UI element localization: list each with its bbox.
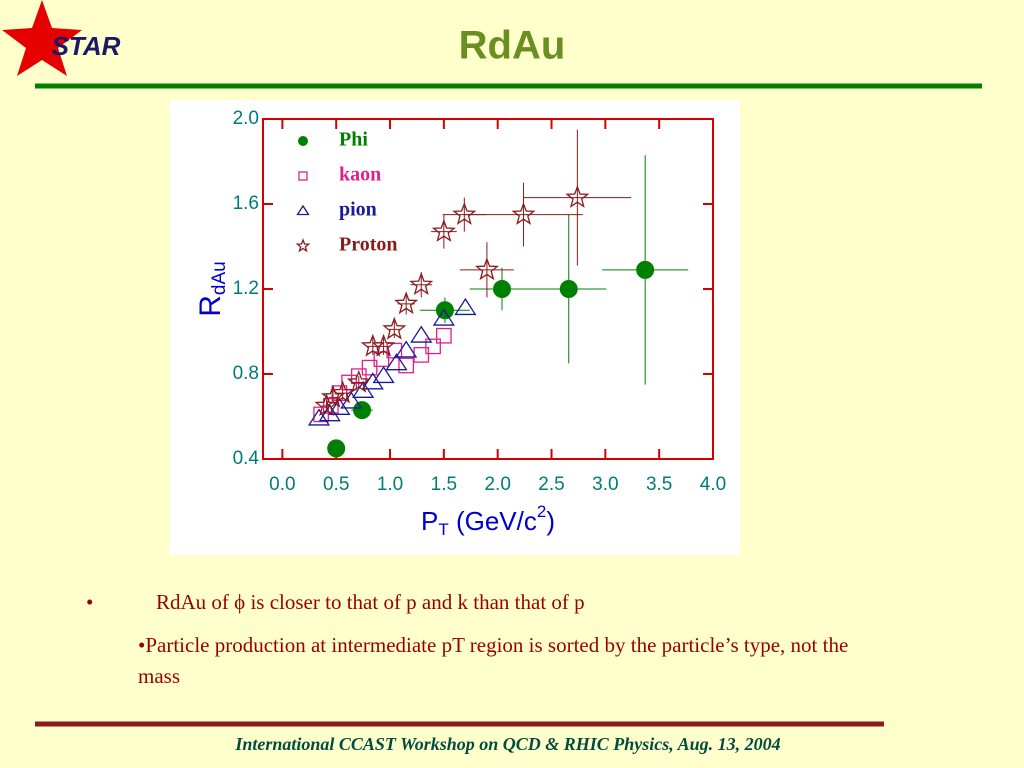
bullet-text: RdAu of ϕ is closer to that of p and k t…	[156, 590, 585, 614]
y-axis-label-main: R	[194, 295, 227, 317]
x-axis-label-part: )	[546, 506, 555, 536]
y-tick-label: 2.0	[233, 108, 259, 129]
x-tick-label: 2.5	[538, 474, 564, 495]
legend-symbol	[298, 136, 308, 146]
legend-label: Proton	[339, 234, 398, 256]
pion-point	[432, 308, 455, 326]
phi-point	[636, 260, 655, 279]
kaon-point	[398, 357, 415, 374]
legend-label: Phi	[339, 129, 368, 151]
chart: 0.4 0.8 1.2 1.6 2.0 0.0 0.5 1.0 1.5 2.0 2.5 3.0 3.5 4…	[194, 108, 726, 539]
phi-point	[353, 401, 372, 420]
y-tick-label: 1.2	[233, 278, 259, 299]
proton-point	[382, 316, 407, 340]
slide-title: RdAu	[459, 24, 566, 68]
y-axis-label-sub: dAu	[209, 261, 230, 295]
pion-point	[385, 353, 408, 371]
x-axis-label-part: P	[421, 506, 438, 536]
pion-point	[454, 297, 477, 316]
legend-symbol	[296, 204, 310, 216]
phi-point	[559, 280, 578, 298]
x-axis-label: PT (GeV/c2)	[421, 502, 555, 539]
proton-point	[431, 218, 456, 242]
proton-point	[346, 369, 371, 393]
logo-star	[2, 0, 82, 76]
kaon-point	[361, 359, 378, 376]
pion-point	[410, 325, 433, 343]
kaon-point	[436, 327, 452, 344]
pion-point	[372, 365, 395, 384]
x-tick-label: 1.0	[377, 474, 403, 495]
x-tick-label: 0.5	[323, 474, 349, 495]
legend-label: pion	[339, 199, 377, 221]
y-tick-label: 1.6	[233, 193, 259, 214]
proton-point	[452, 201, 477, 225]
proton-point	[394, 291, 419, 315]
legend-label: kaon	[339, 164, 381, 186]
proton-point	[320, 384, 345, 408]
pion-point	[352, 380, 375, 398]
proton-point	[330, 380, 355, 404]
y-tick-label: 0.8	[233, 363, 259, 384]
y-tick-label: 0.4	[233, 448, 260, 469]
pion-point	[328, 397, 351, 415]
pion-point	[307, 408, 331, 426]
x-tick-label: 0.0	[269, 474, 295, 495]
pion-point	[361, 372, 384, 390]
x-tick-label: 3.5	[646, 474, 672, 495]
x-axis-label-part: (GeV/c	[449, 506, 537, 536]
x-axis-label-part: T	[438, 520, 448, 539]
pion-point	[395, 340, 418, 358]
x-tick-label: 1.5	[431, 474, 457, 495]
legend-symbol	[298, 171, 308, 181]
logo-text: STAR	[52, 31, 121, 61]
proton-point	[474, 257, 499, 281]
proton-point	[565, 184, 590, 208]
x-tick-label: 2.0	[484, 474, 510, 495]
x-axis-label-part: 2	[537, 502, 546, 521]
proton-point	[511, 201, 536, 225]
y-axis-label: RdAu	[194, 261, 230, 316]
pion-point	[318, 404, 341, 422]
x-tick-label: 3.0	[592, 474, 618, 495]
legend-symbol	[295, 238, 311, 253]
footer: International CCAST Workshop on QCD & RH…	[234, 734, 780, 754]
x-tick-label: 4.0	[700, 474, 726, 495]
proton-point	[371, 333, 396, 357]
bullet-marker: •	[86, 590, 94, 614]
proton-point	[409, 272, 434, 296]
sub-bullet-text: •Particle production at intermediate pT …	[138, 633, 849, 688]
phi-point	[327, 439, 346, 458]
phi-point	[492, 280, 511, 298]
kaon-point	[425, 338, 441, 355]
